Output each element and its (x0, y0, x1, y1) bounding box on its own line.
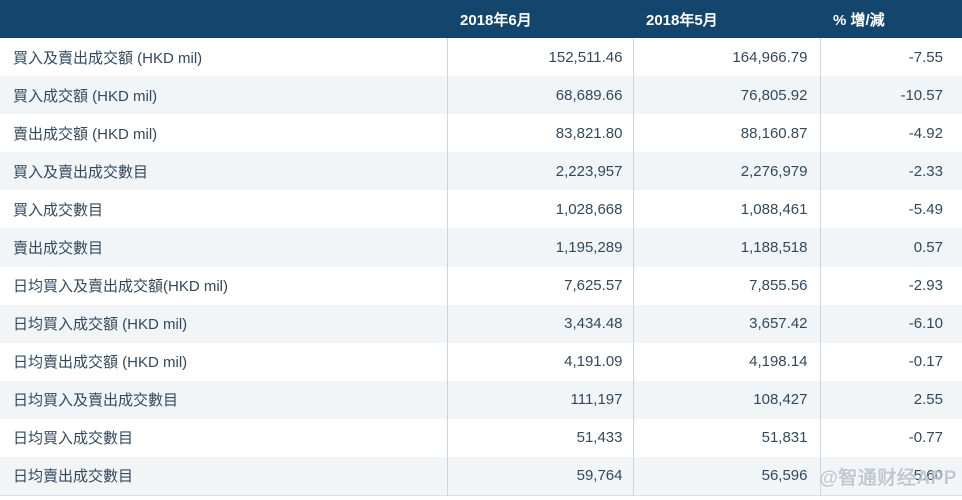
row-label: 日均買入成交額 (HKD mil) (0, 305, 447, 343)
may-2018-value: 4,198.14 (633, 343, 820, 381)
row-label: 日均買入及賣出成交額(HKD mil) (0, 267, 447, 305)
may-2018-value: 76,805.92 (633, 76, 820, 114)
may-2018-value: 164,966.79 (633, 38, 820, 76)
pct-change-value: -2.33 (820, 152, 962, 190)
pct-change-value: -5.49 (820, 190, 962, 228)
pct-change-value: -7.55 (820, 38, 962, 76)
pct-change-value: -0.17 (820, 343, 962, 381)
jun-2018-value: 7,625.57 (447, 267, 633, 305)
row-label: 賣出成交數目 (0, 228, 447, 266)
jun-2018-value: 4,191.09 (447, 343, 633, 381)
may-2018-value: 1,088,461 (633, 190, 820, 228)
table-row: 買入及賣出成交數目 2,223,957 2,276,979 -2.33 (0, 152, 962, 190)
table-row: 日均賣出成交額 (HKD mil) 4,191.09 4,198.14 -0.1… (0, 343, 962, 381)
table-header-row: 2018年6月 2018年5月 % 增/減 (0, 0, 962, 38)
trading-statistics-table: 2018年6月 2018年5月 % 增/減 買入及賣出成交額 (HKD mil)… (0, 0, 962, 496)
pct-change-value: -10.57 (820, 76, 962, 114)
pct-change-value: -6.10 (820, 305, 962, 343)
table-row: 日均買入成交額 (HKD mil) 3,434.48 3,657.42 -6.1… (0, 305, 962, 343)
header-jun-2018: 2018年6月 (447, 0, 633, 38)
pct-change-value: 5.60 (820, 457, 962, 495)
may-2018-value: 88,160.87 (633, 114, 820, 152)
may-2018-value: 3,657.42 (633, 305, 820, 343)
row-label: 日均賣出成交額 (HKD mil) (0, 343, 447, 381)
pct-change-value: 0.57 (820, 228, 962, 266)
jun-2018-value: 59,764 (447, 457, 633, 495)
header-may-2018: 2018年5月 (633, 0, 820, 38)
row-label: 買入及賣出成交額 (HKD mil) (0, 38, 447, 76)
table-row: 賣出成交數目 1,195,289 1,188,518 0.57 (0, 228, 962, 266)
row-label: 買入成交額 (HKD mil) (0, 76, 447, 114)
may-2018-value: 7,855.56 (633, 267, 820, 305)
monthly-trading-statistics-table-page: 2018年6月 2018年5月 % 增/減 買入及賣出成交額 (HKD mil)… (0, 0, 962, 500)
table-row: 日均買入成交數目 51,433 51,831 -0.77 (0, 419, 962, 457)
row-label: 買入成交數目 (0, 190, 447, 228)
row-label: 日均買入成交數目 (0, 419, 447, 457)
pct-change-value: 2.55 (820, 381, 962, 419)
table-row: 買入成交額 (HKD mil) 68,689.66 76,805.92 -10.… (0, 76, 962, 114)
header-metric (0, 0, 447, 38)
may-2018-value: 51,831 (633, 419, 820, 457)
pct-change-value: -4.92 (820, 114, 962, 152)
jun-2018-value: 2,223,957 (447, 152, 633, 190)
pct-change-value: -2.93 (820, 267, 962, 305)
table-body: 買入及賣出成交額 (HKD mil) 152,511.46 164,966.79… (0, 38, 962, 495)
jun-2018-value: 152,511.46 (447, 38, 633, 76)
may-2018-value: 2,276,979 (633, 152, 820, 190)
header-pct-change: % 增/減 (820, 0, 962, 38)
table-row: 賣出成交額 (HKD mil) 83,821.80 88,160.87 -4.9… (0, 114, 962, 152)
jun-2018-value: 51,433 (447, 419, 633, 457)
row-label: 賣出成交額 (HKD mil) (0, 114, 447, 152)
table-row: 日均賣出成交數目 59,764 56,596 5.60 (0, 457, 962, 495)
jun-2018-value: 3,434.48 (447, 305, 633, 343)
may-2018-value: 56,596 (633, 457, 820, 495)
table-row: 買入及賣出成交額 (HKD mil) 152,511.46 164,966.79… (0, 38, 962, 76)
jun-2018-value: 111,197 (447, 381, 633, 419)
may-2018-value: 1,188,518 (633, 228, 820, 266)
table-row: 日均買入及賣出成交數目 111,197 108,427 2.55 (0, 381, 962, 419)
table-row: 買入成交數目 1,028,668 1,088,461 -5.49 (0, 190, 962, 228)
jun-2018-value: 68,689.66 (447, 76, 633, 114)
row-label: 日均買入及賣出成交數目 (0, 381, 447, 419)
pct-change-value: -0.77 (820, 419, 962, 457)
jun-2018-value: 1,195,289 (447, 228, 633, 266)
table-row: 日均買入及賣出成交額(HKD mil) 7,625.57 7,855.56 -2… (0, 267, 962, 305)
may-2018-value: 108,427 (633, 381, 820, 419)
jun-2018-value: 1,028,668 (447, 190, 633, 228)
jun-2018-value: 83,821.80 (447, 114, 633, 152)
row-label: 買入及賣出成交數目 (0, 152, 447, 190)
row-label: 日均賣出成交數目 (0, 457, 447, 495)
